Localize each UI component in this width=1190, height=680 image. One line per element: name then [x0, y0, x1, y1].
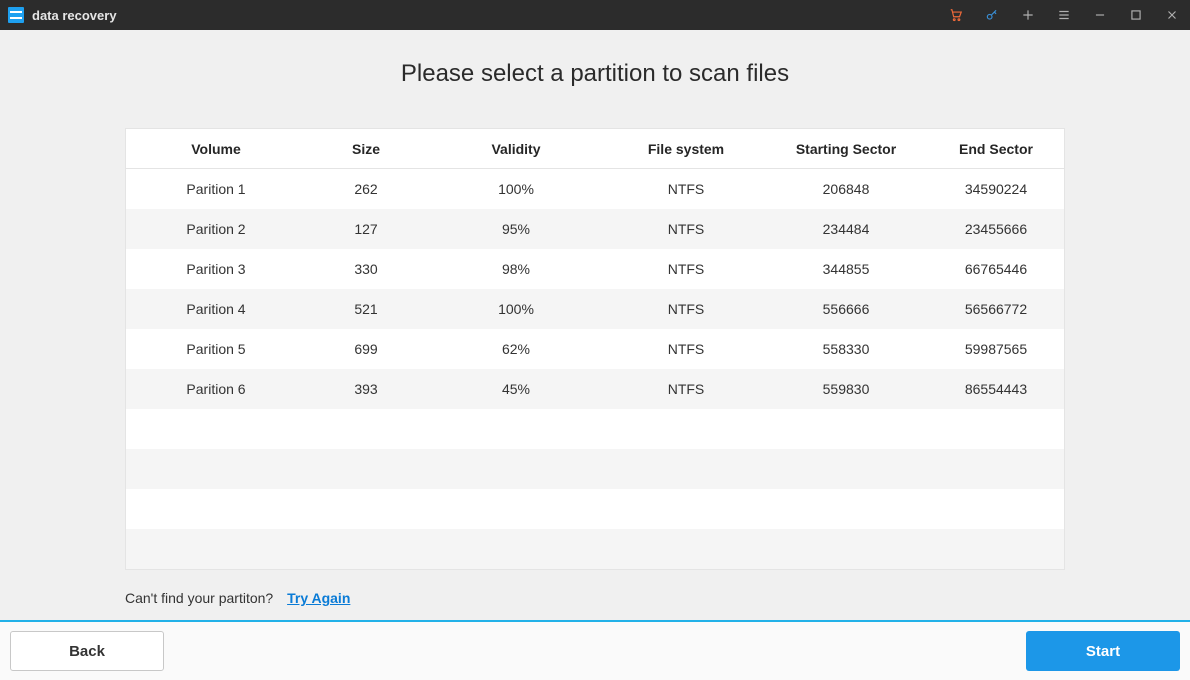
- table-cell: NTFS: [606, 381, 766, 397]
- app-title: data recovery: [32, 8, 117, 23]
- footer: Back Start: [0, 620, 1190, 680]
- table-cell: 56566772: [926, 301, 1066, 317]
- maximize-icon[interactable]: [1118, 0, 1154, 30]
- table-row[interactable]: Parition 569962%NTFS55833059987565: [126, 329, 1064, 369]
- col-start-sector: Starting Sector: [766, 141, 926, 157]
- table-cell: NTFS: [606, 181, 766, 197]
- app-logo-icon: [8, 7, 24, 23]
- table-cell: Parition 4: [126, 301, 306, 317]
- col-size: Size: [306, 141, 426, 157]
- page-title: Please select a partition to scan files: [0, 60, 1190, 88]
- titlebar-left: data recovery: [8, 7, 117, 23]
- table-cell: 95%: [426, 221, 606, 237]
- col-end-sector: End Sector: [926, 141, 1066, 157]
- minimize-icon[interactable]: [1082, 0, 1118, 30]
- table-cell: Parition 6: [126, 381, 306, 397]
- start-button[interactable]: Start: [1026, 631, 1180, 671]
- table-row[interactable]: Parition 1262100%NTFS20684834590224: [126, 169, 1064, 209]
- empty-row: [126, 529, 1064, 569]
- back-button[interactable]: Back: [10, 631, 164, 671]
- plus-icon[interactable]: [1010, 0, 1046, 30]
- table-cell: 206848: [766, 181, 926, 197]
- table-cell: NTFS: [606, 301, 766, 317]
- empty-row: [126, 489, 1064, 529]
- table-cell: 330: [306, 261, 426, 277]
- table-row[interactable]: Parition 333098%NTFS34485566765446: [126, 249, 1064, 289]
- table-cell: NTFS: [606, 341, 766, 357]
- table-cell: NTFS: [606, 261, 766, 277]
- table-cell: 66765446: [926, 261, 1066, 277]
- empty-row: [126, 409, 1064, 449]
- table-cell: NTFS: [606, 221, 766, 237]
- table-cell: 393: [306, 381, 426, 397]
- close-icon[interactable]: [1154, 0, 1190, 30]
- try-again-link[interactable]: Try Again: [287, 590, 350, 606]
- table-cell: 98%: [426, 261, 606, 277]
- table-cell: 234484: [766, 221, 926, 237]
- col-filesystem: File system: [606, 141, 766, 157]
- table-cell: 62%: [426, 341, 606, 357]
- table-cell: Parition 1: [126, 181, 306, 197]
- table-row[interactable]: Parition 212795%NTFS23448423455666: [126, 209, 1064, 249]
- key-icon[interactable]: [974, 0, 1010, 30]
- table-cell: Parition 5: [126, 341, 306, 357]
- table-cell: 559830: [766, 381, 926, 397]
- table-cell: 127: [306, 221, 426, 237]
- table-cell: 262: [306, 181, 426, 197]
- table-cell: 23455666: [926, 221, 1066, 237]
- titlebar: data recovery: [0, 0, 1190, 30]
- table-filler: [126, 409, 1064, 569]
- table-cell: 59987565: [926, 341, 1066, 357]
- table-header: Volume Size Validity File system Startin…: [126, 129, 1064, 169]
- hint-row: Can't find your partiton? Try Again: [125, 590, 1065, 606]
- table-cell: 100%: [426, 301, 606, 317]
- col-volume: Volume: [126, 141, 306, 157]
- col-validity: Validity: [426, 141, 606, 157]
- table-cell: 556666: [766, 301, 926, 317]
- table-cell: Parition 3: [126, 261, 306, 277]
- table-cell: 699: [306, 341, 426, 357]
- table-cell: 34590224: [926, 181, 1066, 197]
- menu-icon[interactable]: [1046, 0, 1082, 30]
- empty-row: [126, 449, 1064, 489]
- table-cell: 86554443: [926, 381, 1066, 397]
- table-cell: 45%: [426, 381, 606, 397]
- table-cell: Parition 2: [126, 221, 306, 237]
- table-cell: 521: [306, 301, 426, 317]
- table-row[interactable]: Parition 4521100%NTFS55666656566772: [126, 289, 1064, 329]
- partition-table: Volume Size Validity File system Startin…: [125, 128, 1065, 570]
- table-cell: 558330: [766, 341, 926, 357]
- hint-text: Can't find your partiton?: [125, 590, 273, 606]
- titlebar-right: [938, 0, 1190, 30]
- content-area: Please select a partition to scan files …: [0, 30, 1190, 620]
- cart-icon[interactable]: [938, 0, 974, 30]
- table-row[interactable]: Parition 639345%NTFS55983086554443: [126, 369, 1064, 409]
- table-body: Parition 1262100%NTFS20684834590224Parit…: [126, 169, 1064, 409]
- table-cell: 100%: [426, 181, 606, 197]
- table-cell: 344855: [766, 261, 926, 277]
